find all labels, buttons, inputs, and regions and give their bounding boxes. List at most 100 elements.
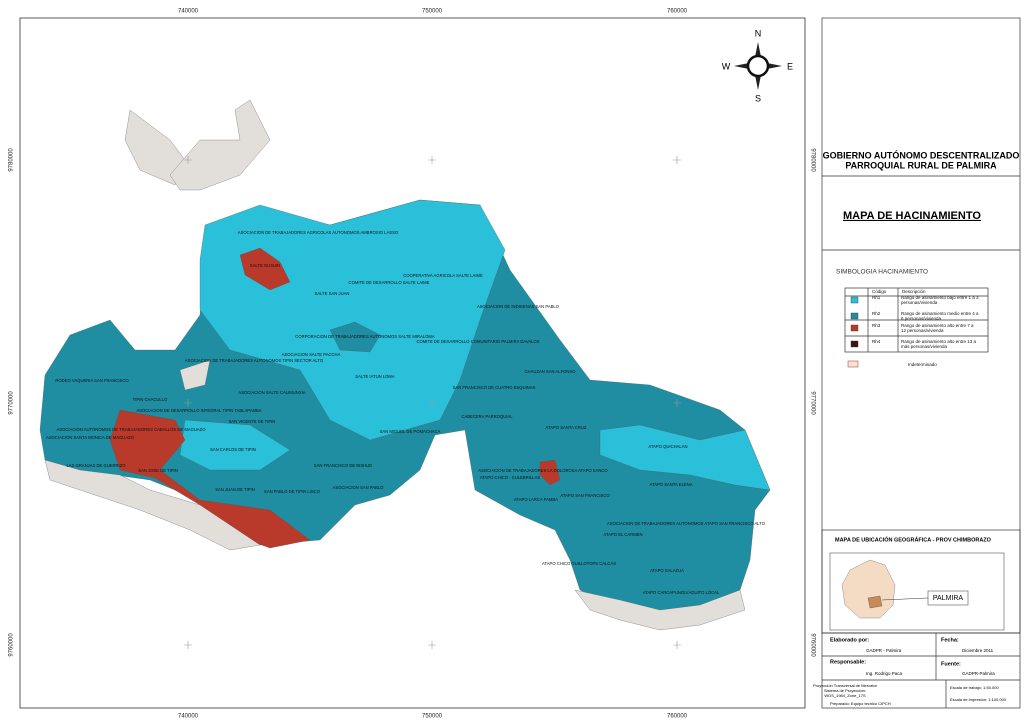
- footer-value: GADPR-Palmira: [962, 671, 995, 676]
- footer-notes: Proyección Transversal de Mercator Siste…: [813, 683, 1007, 706]
- place-label: SAN CARLOS DE TIPIN: [210, 447, 256, 452]
- place-label: ASOCIACION DE TRABAJADORES AUTONOMOS TIP…: [185, 358, 324, 363]
- legend-desc: Rango de asinamiento bajo entre 1 a 3: [901, 295, 979, 300]
- place-label: ASOCIACION DE TRABAJADORES AGRICOLAS AUT…: [238, 230, 399, 235]
- legend-swatch: [850, 312, 859, 320]
- place-label: ATAPO SANTA CRUZ: [546, 425, 587, 430]
- footer-value: Ing. Rodrigo Paca: [866, 671, 903, 676]
- scale: Escala de impresión: 1:100.000: [950, 697, 1007, 702]
- projection: Sistema de Proyección:: [824, 688, 866, 693]
- location-parish: [867, 595, 883, 609]
- place-label: ATAPO SAN FRANCISCO: [560, 493, 610, 498]
- x-coord: 740000: [178, 714, 199, 720]
- x-coord: 740000: [178, 9, 199, 15]
- place-label: CORPORACION DE TRABAJADORES AUTONOMOS SA…: [295, 334, 435, 339]
- place-label: ASOCIACION SALTE PACCHA: [282, 352, 341, 357]
- y-coord: 9780000: [9, 148, 15, 172]
- place-label: TIPIN CHACULLO: [133, 397, 168, 402]
- legend-title: SIMBOLOGIA HACINAMIENTO: [836, 269, 928, 276]
- legend-desc: 12 personas/vivienda: [901, 328, 944, 333]
- location-label: PALMIRA: [933, 595, 964, 602]
- legend-code: Rh3: [872, 323, 881, 328]
- x-coord: 750000: [422, 9, 443, 15]
- place-label: COMITE DE DESARROLLO COMUNITARIO PALMIRA…: [416, 339, 539, 344]
- place-label: SAN PABLO DE TIPIN LISCO: [264, 489, 321, 494]
- footer-label: Fuente:: [941, 661, 961, 667]
- legend-desc: personas/vivienda: [901, 300, 938, 305]
- legend-swatch: [850, 340, 859, 348]
- x-coord: 760000: [667, 9, 688, 15]
- place-label: ASOCIACION DE TRABAJADORES AUTONOMOS ATA…: [607, 521, 766, 526]
- x-coord: 760000: [667, 714, 688, 720]
- legend-code: Rh2: [872, 311, 881, 316]
- grid-crosses: [184, 156, 681, 649]
- compass: N E S W: [722, 28, 793, 103]
- location-province: [841, 559, 896, 619]
- legend-header: Código: [872, 289, 887, 294]
- legend-code: Rh4: [872, 339, 881, 344]
- legend-header: Descripción: [902, 289, 926, 294]
- place-label: ASOCIACION DE INDIGENAS SAN PABLO: [477, 304, 560, 309]
- footer-value: Diciembre 2011: [962, 648, 994, 653]
- org-name: GOBIERNO AUTÓNOMO DESCENTRALIZADO: [823, 149, 1020, 160]
- place-label: ASOCIACION SAN PABLO: [333, 485, 385, 490]
- place-label: SAN MIGUEL DE POMACHACA: [380, 429, 441, 434]
- place-label: ATAPO SANTA ELENA: [649, 482, 692, 487]
- org-name: PARROQUIAL RURAL DE PALMIRA: [845, 160, 997, 170]
- map-polygons: [39, 99, 771, 631]
- place-label: SAN JUAN DE TIPIN: [215, 487, 254, 492]
- legend-desc: Rango de asinamiento alto entre 13 a: [901, 339, 977, 344]
- legend-swatch: [850, 324, 859, 332]
- place-label: ATAPO CARCAPUNGU/AGUITO LOCAL: [643, 590, 720, 595]
- panel: [821, 17, 1021, 709]
- y-coord: 9760000: [809, 633, 815, 657]
- place-label: ATAPO LARCA PAMBA: [514, 497, 558, 502]
- place-label: CABECERA PARROQUIAL: [461, 414, 513, 419]
- place-label: COOPERATIVA AGRICOLA SALTE LAIME: [403, 273, 483, 278]
- legend-indeterminado: Indeterminado: [908, 362, 937, 367]
- footer-label: Elaborado por:: [830, 637, 869, 643]
- place-label: ATAPO QUICHALAN: [648, 444, 687, 449]
- footer: Elaborado por: GADPR - Palmira Fecha: Di…: [830, 637, 995, 676]
- footer-label: Fecha:: [941, 637, 959, 643]
- coordinates: 740000 750000 760000 740000 750000 76000…: [9, 9, 816, 720]
- place-label: LAS GRANJAS DE GUERRIZO: [66, 463, 126, 468]
- legend-desc: más personas/vivienda: [901, 344, 948, 349]
- location-title: MAPA DE UBICACIÓN GEOGRÁFICA - PROV CHIM…: [835, 535, 992, 543]
- projection: Proyección Transversal de Mercator: [813, 683, 878, 688]
- place-label: SALTE GUSUIN: [250, 263, 280, 268]
- legend-code: Rh1: [872, 295, 881, 300]
- compass-n: N: [755, 28, 762, 38]
- place-label: RODEO VAQUERIA SAN FRANCISCO: [55, 378, 129, 383]
- legend-swatch: [850, 296, 859, 304]
- footer-value: GADPR - Palmira: [866, 648, 902, 653]
- y-coord: 9770000: [809, 391, 815, 415]
- place-label: COMITE DE DESARROLLO SALTE LAIME: [349, 280, 430, 285]
- place-label: SALTE SAN JUAN: [315, 291, 350, 296]
- place-label: ASOCIACION SALTE CALIMUNXIA: [238, 390, 305, 395]
- place-label: ATAPO CHICO - CULEBRILLAS: [480, 475, 541, 480]
- map-labels: ASOCIACION DE TRABAJADORES AGRICOLAS AUT…: [46, 230, 766, 595]
- y-coord: 9760000: [9, 633, 15, 657]
- place-label: ASOCIACION SANTA MONICA DE MAGUAZO: [46, 435, 135, 440]
- place-label: ATAPO SALAZUA: [650, 568, 684, 573]
- place-label: ASOCIACION DE DESARROLLO INTEGRAL TIPIN …: [136, 408, 261, 413]
- compass-w: W: [722, 61, 731, 71]
- place-label: CHAUZAN SAN ALFONSO: [525, 369, 577, 374]
- compass-e: E: [787, 61, 793, 71]
- place-label: SAN VICENTE DE TIPIN: [229, 419, 276, 424]
- scale: Escala de trabajo: 1:50.000: [950, 685, 999, 690]
- place-label: ASOCIACION DE TRABAJADORES LA DOLOROSA A…: [478, 468, 608, 473]
- place-label: ATAPO EL CARMEN: [603, 532, 642, 537]
- prepared: Preparado: Equipo tecnico CIPCH: [830, 701, 891, 706]
- legend-desc: 6 personas/vivienda: [901, 316, 942, 321]
- legend-desc: Rango de asinamiento alto entre 7 a: [901, 323, 974, 328]
- compass-s: S: [755, 93, 761, 103]
- legend: Rh1 Rango de asinamiento bajo entre 1 a 3…: [850, 295, 979, 349]
- x-coord: 750000: [422, 714, 443, 720]
- y-coord: 9780000: [809, 148, 815, 172]
- place-label: SAN FRANCISCO DE CUATRO ESQUINAS: [453, 385, 536, 390]
- place-label: SAN JOSE DE TIPIN: [138, 468, 177, 473]
- y-coord: 9770000: [9, 391, 15, 415]
